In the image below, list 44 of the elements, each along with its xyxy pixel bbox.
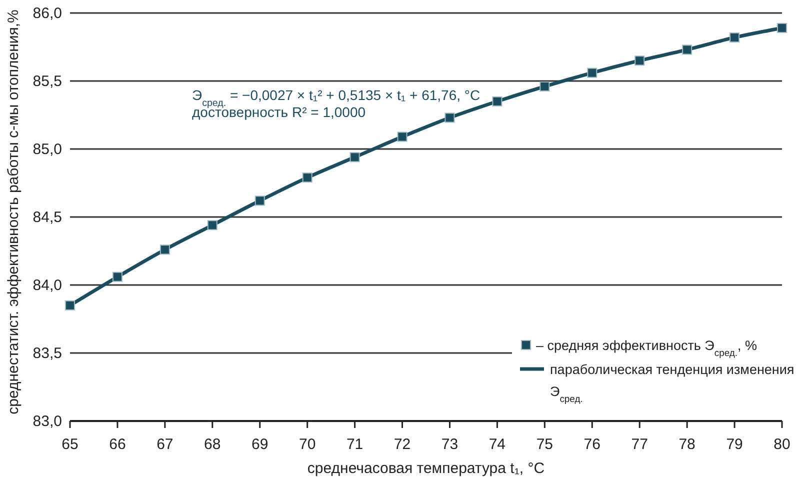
point bbox=[160, 244, 170, 255]
point bbox=[65, 300, 75, 310]
point bbox=[730, 32, 740, 42]
x-tick-label: 72 bbox=[394, 436, 411, 453]
x-tick-label: 67 bbox=[156, 436, 174, 453]
legend-label: – средняя эффективность Э$_{сред.}$, % bbox=[536, 338, 758, 358]
y-tick-label: 85,0 bbox=[32, 141, 62, 158]
y-tick-label: 86,0 bbox=[32, 5, 62, 22]
x-tick-label: 69 bbox=[252, 436, 268, 453]
point bbox=[444, 112, 455, 123]
x-tick-label: 75 bbox=[536, 436, 554, 453]
point bbox=[254, 196, 265, 206]
point bbox=[492, 96, 502, 106]
x-tick-label: 73 bbox=[441, 436, 458, 453]
legend-label: параболическая тенденция изменения Э$_{сред.}$ bbox=[550, 362, 794, 404]
point bbox=[207, 220, 218, 230]
point bbox=[302, 172, 312, 183]
point bbox=[587, 68, 598, 78]
x-tick-label: 74 bbox=[488, 436, 506, 453]
x-tick-label: 76 bbox=[584, 436, 600, 453]
x-tick-label: 66 bbox=[109, 436, 126, 453]
x-tick-label: 68 bbox=[204, 436, 221, 453]
y-tick-label: 83,0 bbox=[32, 413, 62, 430]
point bbox=[397, 132, 408, 142]
x-tick-label: 80 bbox=[774, 436, 790, 453]
point bbox=[634, 56, 645, 66]
y-tick-label: 84,0 bbox=[32, 277, 62, 294]
x-axis-title: среднечасовая температура t₁, °C bbox=[307, 460, 545, 477]
point bbox=[350, 152, 360, 162]
point bbox=[682, 44, 692, 55]
y-tick-label: 85,5 bbox=[32, 73, 62, 90]
x-tick-label: 70 bbox=[298, 436, 316, 453]
annotation: Э$_{сред.}$ = −0,0027 × t₁² + 0,5135 × t₁ + 61,76, °C bbox=[192, 87, 480, 108]
x-tick-label: 65 bbox=[62, 436, 78, 453]
point bbox=[540, 81, 550, 92]
x-tick-label: 79 bbox=[726, 436, 743, 453]
y-tick-label: 84,5 bbox=[32, 209, 62, 226]
point bbox=[777, 22, 787, 33]
point bbox=[112, 272, 122, 282]
y-axis-title: среднестатист. эффективность работы с-мы отопления,% bbox=[5, 10, 22, 414]
y-tick-label: 83,5 bbox=[32, 345, 62, 362]
x-tick-label: 77 bbox=[631, 436, 648, 453]
x-tick-label: 71 bbox=[346, 436, 364, 453]
x-tick-label: 78 bbox=[678, 436, 696, 453]
